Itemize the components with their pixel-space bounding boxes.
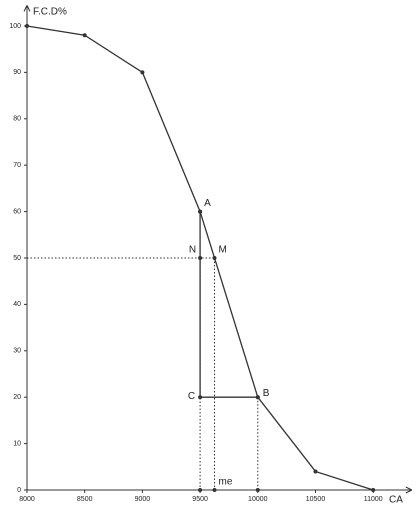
y-tick-label: 0: [17, 487, 21, 494]
x-tick-label: 8500: [77, 496, 93, 503]
data-point: [313, 469, 318, 474]
data-point: [371, 488, 376, 492]
y-tick-label: 70: [13, 162, 21, 169]
y-tick-label: 20: [13, 394, 21, 401]
annotation-point: [212, 488, 217, 492]
point-label: N: [189, 245, 196, 256]
y-tick-label: 40: [13, 301, 21, 308]
annotation-point: [198, 209, 203, 214]
x-tick-label: 8000: [19, 496, 35, 503]
y-tick-label: 10: [13, 440, 21, 447]
point-label: me: [219, 477, 233, 488]
x-axis-arrow: [405, 486, 413, 494]
data-point: [82, 33, 87, 38]
point-label: C: [188, 391, 195, 402]
y-tick-label: 60: [13, 208, 21, 215]
point-label: A: [204, 198, 211, 209]
annotation-point: [198, 395, 203, 400]
y-axis-label: F.C.D%: [33, 7, 67, 18]
data-point: [140, 70, 145, 75]
x-tick-label: 10500: [306, 496, 326, 503]
data-point: [25, 23, 29, 28]
y-tick-label: 90: [13, 69, 21, 76]
annotation-point: [255, 488, 260, 492]
y-tick-label: 50: [13, 255, 21, 262]
y-tick-label: 100: [9, 23, 21, 30]
annotation-point: [212, 255, 217, 260]
x-tick-label: 9500: [192, 496, 208, 503]
x-tick-label: 11000: [364, 496, 383, 503]
x-axis-label: CA: [389, 495, 403, 506]
annotation-point: [198, 255, 203, 260]
point-label: M: [219, 245, 227, 256]
y-tick-label: 80: [13, 116, 21, 123]
y-axis-arrow: [23, 5, 31, 12]
x-tick-label: 10000: [248, 496, 268, 503]
annotation-point: [255, 395, 260, 400]
y-tick-label: 30: [13, 348, 21, 355]
x-tick-label: 9000: [135, 496, 151, 503]
annotation-point: [198, 488, 203, 492]
point-label: B: [263, 388, 270, 399]
